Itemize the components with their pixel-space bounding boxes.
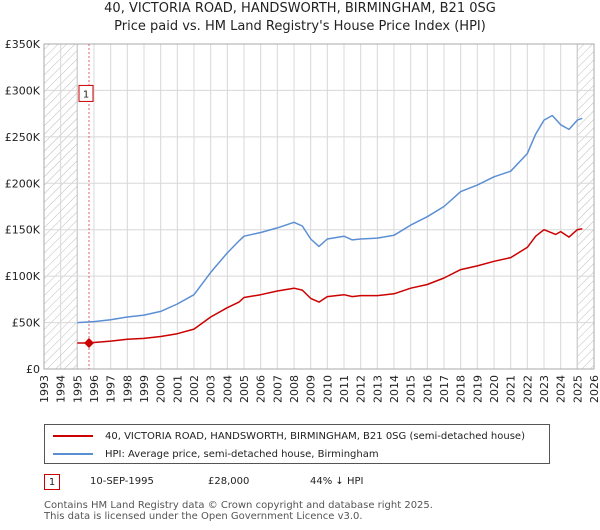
x-tick-label: 2014: [388, 375, 401, 403]
x-tick-label: 2024: [555, 375, 568, 403]
x-tick-label: 2025: [571, 375, 584, 403]
x-tick-label: 1996: [88, 375, 101, 403]
price-chart: £0 £50K £100K £150K £200K £250K £300K £350K 1993…: [5, 38, 600, 403]
x-tick-label: 2021: [505, 375, 518, 403]
x-tick-label: 2011: [338, 375, 351, 403]
x-tick-label: 2020: [488, 375, 501, 403]
x-tick-label: 2023: [538, 375, 551, 403]
x-tick-label: 1997: [105, 375, 118, 403]
x-tick-label: 2009: [305, 375, 318, 403]
footer-licence: This data is licensed under the Open Gov…: [44, 511, 363, 522]
y-tick-label: £0: [26, 363, 40, 376]
x-tick-label: 1999: [138, 375, 151, 403]
x-tick-label: 2006: [255, 375, 268, 403]
x-tick-label: 2022: [521, 375, 534, 403]
x-tick-label: 2013: [371, 375, 384, 403]
plot-background: [44, 44, 594, 369]
legend-label-price: 40, VICTORIA ROAD, HANDSWORTH, BIRMINGHA…: [105, 430, 525, 442]
plot-border: [43, 43, 595, 370]
x-tick-label: 1998: [121, 375, 134, 403]
legend-item-hpi: HPI: Average price, semi-detached house,…: [53, 445, 379, 463]
x-tick-label: 1994: [55, 375, 68, 403]
transaction-date: 10-SEP-1995: [90, 476, 154, 487]
y-tick-label: £350K: [5, 38, 41, 51]
y-tick-label: £250K: [5, 131, 41, 144]
hpi-line: [77, 114, 583, 324]
legend-label-hpi: HPI: Average price, semi-detached house,…: [105, 448, 379, 460]
x-tick-label: 2017: [438, 375, 451, 403]
footer-copyright: Contains HM Land Registry data © Crown c…: [44, 500, 433, 511]
sale-label-box: [78, 84, 94, 102]
x-tick-label: 2010: [321, 375, 334, 403]
x-tick-label: 2008: [288, 375, 301, 403]
legend-item-price: 40, VICTORIA ROAD, HANDSWORTH, BIRMINGHA…: [53, 427, 525, 445]
legend: 40, VICTORIA ROAD, HANDSWORTH, BIRMINGHA…: [44, 424, 550, 464]
x-tick-label: 2026: [588, 375, 600, 403]
x-tick-label: 2000: [155, 375, 168, 403]
sale-label-text: 1: [83, 89, 89, 100]
chart-subtitle: Price paid vs. HM Land Registry's House …: [114, 19, 486, 34]
x-tick-label: 2016: [421, 375, 434, 403]
x-tick-label: 2019: [471, 375, 484, 403]
x-tick-label: 2015: [405, 375, 418, 403]
legend-swatch-hpi: [53, 453, 93, 455]
x-tick-label: 2001: [171, 375, 184, 403]
y-tick-label: £100K: [5, 270, 41, 283]
y-tick-label: £200K: [5, 177, 41, 190]
x-tick-label: 2018: [455, 375, 468, 403]
x-tick-label: 2005: [238, 375, 251, 403]
x-tick-label: 2003: [205, 375, 218, 403]
y-tick-label: £300K: [5, 84, 41, 97]
transaction-row: 1: [44, 473, 60, 491]
x-tick-label: 1993: [38, 375, 51, 403]
x-tick-label: 2012: [355, 375, 368, 403]
y-tick-label: £50K: [12, 317, 41, 330]
hatched-region-1: [577, 44, 594, 369]
legend-swatch-price: [53, 435, 93, 437]
transaction-price: £28,000: [208, 476, 250, 487]
x-tick-label: 2002: [188, 375, 201, 403]
y-tick-label: £150K: [5, 224, 41, 237]
x-tick-label: 2007: [271, 375, 284, 403]
chart-title: 40, VICTORIA ROAD, HANDSWORTH, BIRMINGHA…: [104, 1, 496, 16]
price-paid-line: [77, 228, 583, 344]
x-tick-label: 1995: [71, 375, 84, 403]
transaction-marker: 1: [44, 474, 60, 490]
transaction-hpi-diff: 44% ↓ HPI: [310, 476, 364, 487]
x-tick-label: 2004: [221, 375, 234, 403]
